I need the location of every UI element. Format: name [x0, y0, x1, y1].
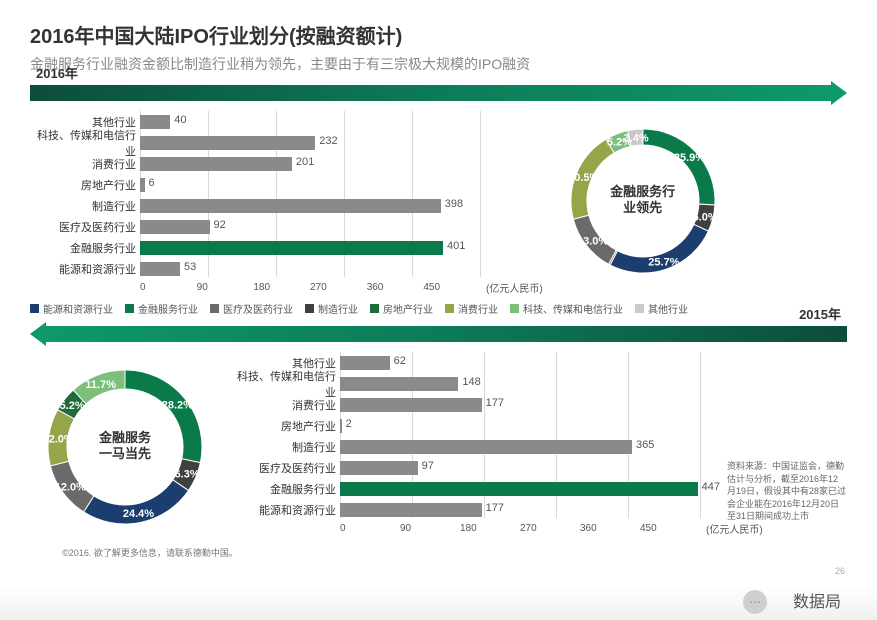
svg-text:12.0%: 12.0%: [42, 433, 73, 445]
arrow-2016: 2016年: [30, 81, 847, 105]
arrow-2015: 2015年: [30, 322, 847, 346]
legend-item: 其他行业: [635, 301, 688, 316]
legend-item: 房地产行业: [370, 301, 433, 316]
source-note: 资料来源：中国证监会，德勤估计与分析，截至2016年12月19日，假设其中有28…: [727, 460, 847, 523]
page-title: 2016年中国大陆IPO行业划分(按融资额计): [30, 20, 847, 49]
svg-text:5.2%: 5.2%: [60, 400, 85, 412]
legend-item: 制造行业: [305, 301, 358, 316]
bar-row: 消费行业177: [230, 395, 763, 415]
bar-row: 医疗及医药行业97: [230, 458, 763, 478]
svg-text:25.9%: 25.9%: [674, 152, 705, 164]
svg-text:20.5%: 20.5%: [568, 171, 599, 183]
bar-chart-2016: 其他行业40科技、传媒和电信行业232消费行业201房地产行业6制造行业398医…: [30, 111, 543, 295]
svg-text:28.2%: 28.2%: [162, 399, 193, 411]
bar-row: 科技、传媒和电信行业232: [30, 133, 543, 153]
year-label-2015: 2015年: [799, 304, 841, 323]
bar-row: 制造行业398: [30, 196, 543, 216]
legend-item: 医疗及医药行业: [210, 301, 293, 316]
svg-text:24.4%: 24.4%: [123, 508, 154, 520]
svg-text:3.4%: 3.4%: [623, 132, 648, 144]
legend-item: 科技、传媒和电信行业: [510, 301, 623, 316]
svg-text:13.0%: 13.0%: [577, 235, 608, 247]
bar-row: 能源和资源行业53: [30, 259, 543, 279]
legend-item: 消费行业: [445, 301, 498, 316]
page-number: 26: [835, 566, 845, 576]
donut-2016: 25.9%6.0%25.7%13.0%20.5%5.2%3.4% 金融服务行业领…: [553, 111, 733, 291]
year-label-2016: 2016年: [36, 63, 78, 82]
svg-text:25.7%: 25.7%: [648, 256, 679, 268]
bar-chart-2015: 其他行业62科技、传媒和电信行业148消费行业177房地产行业2制造行业365医…: [230, 352, 763, 536]
bar-row: 科技、传媒和电信行业148: [230, 374, 763, 394]
bar-row: 房地产行业2: [230, 416, 763, 436]
bar-row: 医疗及医药行业92: [30, 217, 543, 237]
brand-label: 数据局: [793, 588, 841, 612]
bar-row: 制造行业365: [230, 437, 763, 457]
donut-2015-center: 金融服务一马当先: [99, 430, 151, 464]
donut-2016-center: 金融服务行业领先: [610, 184, 675, 218]
bar-row: 房地产行业6: [30, 175, 543, 195]
legend: 能源和资源行业金融服务行业医疗及医药行业制造行业房地产行业消费行业科技、传媒和电…: [30, 301, 847, 316]
legend-item: 能源和资源行业: [30, 301, 113, 316]
svg-text:6.0%: 6.0%: [692, 211, 717, 223]
bar-row: 能源和资源行业177: [230, 500, 763, 520]
bar-row: 消费行业201: [30, 154, 543, 174]
svg-text:12.0%: 12.0%: [55, 481, 86, 493]
bar-row: 金融服务行业447: [230, 479, 763, 499]
section-2016: 其他行业40科技、传媒和电信行业232消费行业201房地产行业6制造行业398医…: [30, 111, 847, 295]
svg-text:6.3%: 6.3%: [175, 468, 200, 480]
wechat-icon: ⋯: [743, 590, 767, 614]
legend-item: 金融服务行业: [125, 301, 198, 316]
copyright-note: ©2016. 欲了解更多信息，请联系德勤中国。: [40, 546, 260, 559]
section-2015: 28.2% 6.3% 24.4% 12.0% 12.0% 5.2%11.7% 金融服务一马…: [30, 352, 847, 542]
svg-text:11.7%: 11.7%: [85, 379, 116, 391]
bar-row: 金融服务行业401: [30, 238, 543, 258]
donut-2015: 28.2% 6.3% 24.4% 12.0% 12.0% 5.2%11.7% 金融服务一马…: [30, 352, 220, 542]
page-subtitle: 金融服务行业融资金额比制造行业稍为领先，主要由于有三宗极大规模的IPO融资: [30, 55, 847, 75]
